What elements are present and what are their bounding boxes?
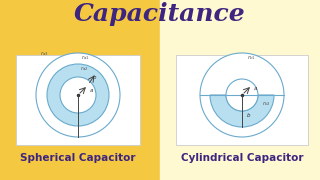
- Text: Spherical Capacitor: Spherical Capacitor: [20, 153, 136, 163]
- Wedge shape: [210, 95, 274, 127]
- Text: $b$: $b$: [246, 111, 251, 119]
- Text: Capacitance: Capacitance: [74, 2, 246, 26]
- Text: $a$: $a$: [253, 86, 258, 93]
- Text: Cylindrical Capacitor: Cylindrical Capacitor: [181, 153, 303, 163]
- Text: $a$: $a$: [89, 87, 94, 93]
- Bar: [160, 0, 320, 180]
- Circle shape: [47, 64, 109, 126]
- Circle shape: [226, 79, 258, 111]
- Text: $r_{a2}$: $r_{a2}$: [80, 64, 89, 73]
- Bar: [176, 55, 308, 145]
- Text: $r_{a3}$: $r_{a3}$: [40, 49, 49, 58]
- Circle shape: [36, 53, 120, 137]
- Text: $r_{a1}$: $r_{a1}$: [81, 53, 90, 62]
- Bar: [0, 0, 160, 180]
- Circle shape: [200, 53, 284, 137]
- Text: $r_{b2}$: $r_{b2}$: [262, 99, 271, 108]
- Circle shape: [60, 77, 96, 113]
- Text: $r_{b1}$: $r_{b1}$: [247, 53, 256, 62]
- Text: $b$: $b$: [92, 73, 97, 81]
- Bar: [16, 55, 140, 145]
